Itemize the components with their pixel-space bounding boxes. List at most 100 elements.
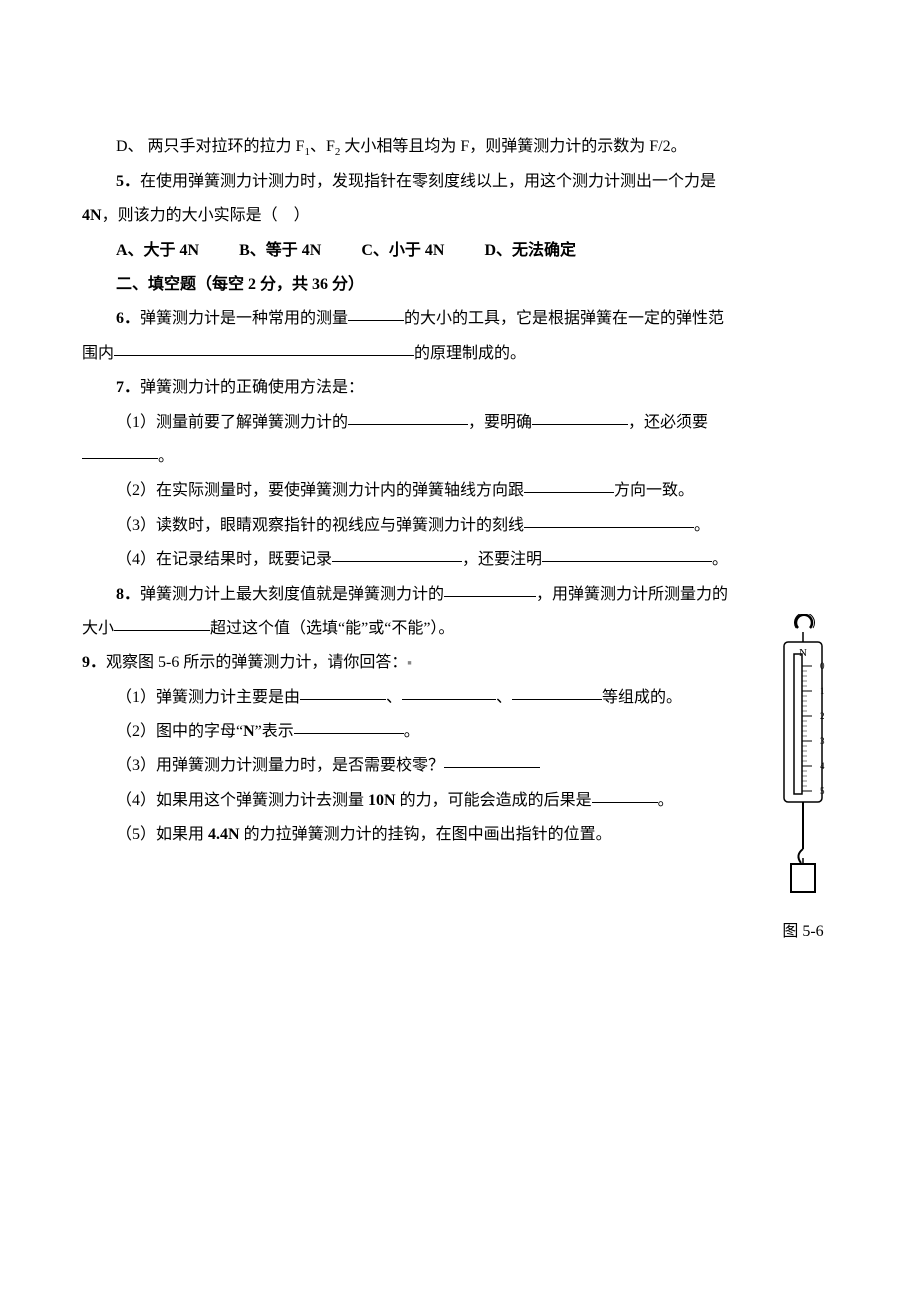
text: 。 xyxy=(658,792,674,809)
svg-text:2: 2 xyxy=(820,711,825,721)
text: 大小相等且均为 F，则弹簧测力计的示数为 F/2。 xyxy=(340,138,686,155)
text: 在使用弹簧测力计测力时，发现指针在零刻度线以上，用这个测力计测出一个力是 xyxy=(140,173,716,190)
q9-sub2: （2）图中的字母“N”表示 。 xyxy=(82,715,838,749)
q7-sub2: （2）在实际测量时，要使弹簧测力计内的弹簧轴线方向跟 方向一致。 xyxy=(82,474,838,508)
q6-number: 6． xyxy=(116,310,140,327)
dot-mark: ■ xyxy=(407,659,411,667)
text: （3）读数时，眼睛观察指针的视线应与弹簧测力计的刻线 xyxy=(116,517,524,534)
figure-caption: 图 5-6 xyxy=(768,917,838,941)
q7-number: 7． xyxy=(116,379,140,396)
q9-sub1: （1）弹簧测力计主要是由 、 、 等组成的。 xyxy=(82,681,838,715)
q8-number: 8． xyxy=(116,586,140,603)
text: （5）如果用 xyxy=(116,826,208,843)
q9-number: 9． xyxy=(82,654,106,671)
text: 、 xyxy=(496,689,512,706)
text: 的大小的工具，它是根据弹簧在一定的弹性范 xyxy=(404,310,724,327)
text: ”表示 xyxy=(255,723,294,740)
text: ，则该力的大小实际是（ ） xyxy=(102,207,310,224)
text: 弹簧测力计是一种常用的测量 xyxy=(140,310,348,327)
text: （4）在记录结果时，既要记录 xyxy=(116,551,332,568)
text: 超过这个值（选填“能”或“不能”）。 xyxy=(210,620,454,637)
spring-scale-figure: N 0 1 2 3 4 5 xyxy=(768,614,838,941)
blank xyxy=(114,340,414,356)
text: ，还要注明 xyxy=(462,551,542,568)
text: 弹簧测力计上最大刻度值就是弹簧测力计的 xyxy=(140,586,444,603)
svg-text:0: 0 xyxy=(820,661,825,671)
opt-d: D、无法确定 xyxy=(484,242,576,259)
text: （1）弹簧测力计主要是由 xyxy=(116,689,300,706)
spring-scale-svg: N 0 1 2 3 4 5 xyxy=(774,614,832,904)
q5-number: 5． xyxy=(116,173,140,190)
text: 的力拉弹簧测力计的挂钩，在图中画出指针的位置。 xyxy=(240,826,612,843)
blank xyxy=(294,718,404,734)
text: （2）在实际测量时，要使弹簧测力计内的弹簧轴线方向跟 xyxy=(116,482,524,499)
text: 。 xyxy=(694,517,710,534)
q5-line1: 5．在使用弹簧测力计测力时，发现指针在零刻度线以上，用这个测力计测出一个力是 xyxy=(82,165,838,199)
q8-line1: 8．弹簧测力计上最大刻度值就是弹簧测力计的 ，用弹簧测力计所测量力的 xyxy=(82,578,838,612)
text: 、 xyxy=(386,689,402,706)
text: 。 xyxy=(158,448,174,465)
q7-line: 7．弹簧测力计的正确使用方法是： xyxy=(82,371,838,405)
text: ，还必须要 xyxy=(628,414,708,431)
q6-line1: 6．弹簧测力计是一种常用的测量 的大小的工具，它是根据弹簧在一定的弹性范 xyxy=(82,302,838,336)
text: N xyxy=(243,723,255,740)
q7-sub4: （4）在记录结果时，既要记录 ，还要注明 。 xyxy=(82,543,838,577)
blank xyxy=(82,443,158,459)
text: 。 xyxy=(712,551,728,568)
text: 的原理制成的。 xyxy=(414,345,526,362)
q8-line2: 大小 超过这个值（选填“能”或“不能”）。 xyxy=(82,612,838,646)
text: （2）图中的字母“ xyxy=(116,723,243,740)
q5-line2: 4N，则该力的大小实际是（ ） xyxy=(82,199,838,233)
svg-text:3: 3 xyxy=(820,736,825,746)
blank xyxy=(300,684,386,700)
text: 的力，可能会造成的后果是 xyxy=(396,792,592,809)
text: 、F xyxy=(310,138,335,155)
blank xyxy=(592,787,658,803)
svg-text:5: 5 xyxy=(820,786,825,796)
blank xyxy=(524,512,694,528)
text: （1）测量前要了解弹簧测力计的 xyxy=(116,414,348,431)
opt-c: C、小于 4N xyxy=(361,242,444,259)
text: 围内 xyxy=(82,345,114,362)
text: 大小 xyxy=(82,620,114,637)
text: 。 xyxy=(404,723,420,740)
blank xyxy=(444,752,540,768)
opt-a: A、大于 4N xyxy=(116,242,199,259)
blank xyxy=(524,477,614,493)
q6-line2: 围内 的原理制成的。 xyxy=(82,337,838,371)
blank xyxy=(532,409,628,425)
blank xyxy=(348,409,468,425)
svg-text:4: 4 xyxy=(820,761,825,771)
text: 10N xyxy=(368,792,396,809)
text: （3）用弹簧测力计测量力时，是否需要校零？ xyxy=(116,757,444,774)
text: ，要明确 xyxy=(468,414,532,431)
q9-sub5: （5）如果用 4.4N 的力拉弹簧测力计的挂钩，在图中画出指针的位置。 xyxy=(82,818,838,852)
text: 弹簧测力计的正确使用方法是： xyxy=(140,379,364,396)
blank xyxy=(402,684,496,700)
text: 等组成的。 xyxy=(602,689,682,706)
q7-sub1: （1）测量前要了解弹簧测力计的 ，要明确 ，还必须要 xyxy=(82,406,838,440)
opt-b: B、等于 4N xyxy=(239,242,321,259)
text: 方向一致。 xyxy=(614,482,694,499)
q9-line: 9．观察图 5-6 所示的弹簧测力计，请你回答：■ xyxy=(82,646,838,680)
section-2-title: 二、填空题（每空 2 分，共 36 分） xyxy=(82,268,838,302)
q5-options: A、大于 4N B、等于 4N C、小于 4N D、无法确定 xyxy=(82,234,838,268)
option-d-line: D、 两只手对拉环的拉力 F1、F2 大小相等且均为 F，则弹簧测力计的示数为 … xyxy=(82,130,838,165)
text: 观察图 5-6 所示的弹簧测力计，请你回答： xyxy=(106,654,407,671)
blank xyxy=(114,615,210,631)
blank xyxy=(332,546,462,562)
text: D、 两只手对拉环的拉力 F xyxy=(116,138,304,155)
q7-sub1b: 。 xyxy=(82,440,838,474)
svg-text:N: N xyxy=(799,647,807,659)
text: （4）如果用这个弹簧测力计去测量 xyxy=(116,792,368,809)
text: 4.4N xyxy=(208,826,240,843)
blank xyxy=(348,305,404,321)
blank xyxy=(512,684,602,700)
q7-sub3: （3）读数时，眼睛观察指针的视线应与弹簧测力计的刻线 。 xyxy=(82,509,838,543)
blank xyxy=(542,546,712,562)
q9-sub4: （4）如果用这个弹簧测力计去测量 10N 的力，可能会造成的后果是 。 xyxy=(82,784,838,818)
text: ，用弹簧测力计所测量力的 xyxy=(536,586,728,603)
text: 4N xyxy=(82,207,102,224)
worksheet-content: D、 两只手对拉环的拉力 F1、F2 大小相等且均为 F，则弹簧测力计的示数为 … xyxy=(82,130,838,853)
q9-sub3: （3）用弹簧测力计测量力时，是否需要校零？ xyxy=(82,749,838,783)
